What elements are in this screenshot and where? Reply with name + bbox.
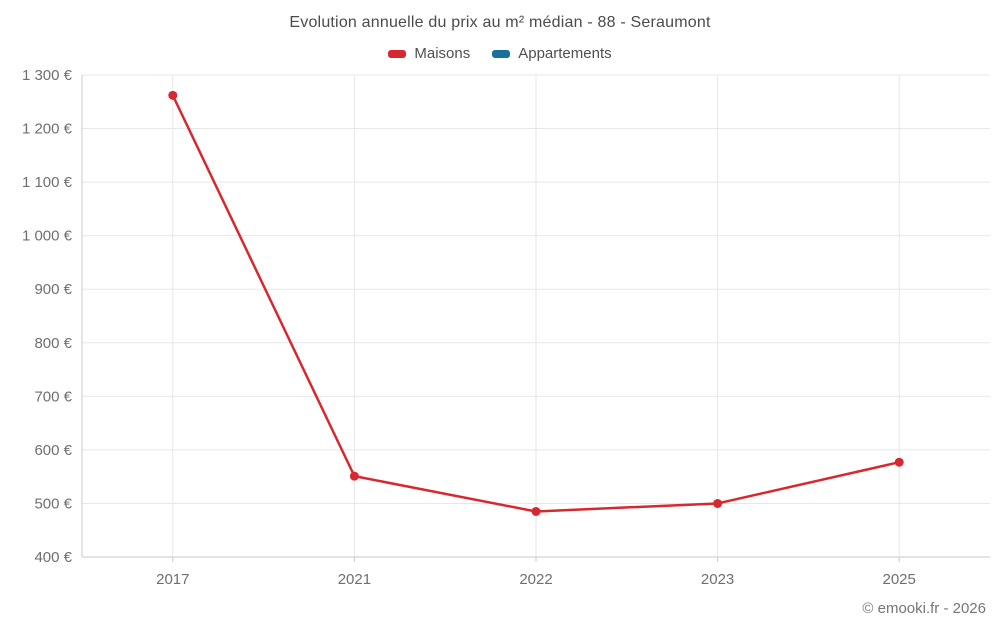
y-axis-tick-label: 1 000 € — [22, 228, 73, 245]
data-point[interactable] — [894, 457, 904, 467]
y-axis-tick-label: 900 € — [34, 281, 72, 298]
y-axis-tick-label: 1 200 € — [22, 121, 73, 138]
y-axis-tick-label: 600 € — [34, 442, 72, 459]
y-axis-tick-label: 700 € — [34, 388, 72, 405]
legend-item-appartements[interactable]: Appartements — [492, 45, 612, 62]
y-axis-tick-label: 400 € — [34, 549, 72, 566]
data-point[interactable] — [168, 90, 178, 100]
legend-label-maisons: Maisons — [414, 45, 471, 62]
appartements-swatch-icon — [492, 49, 511, 58]
y-axis-tick-label: 1 300 € — [22, 67, 73, 84]
maisons-swatch-icon — [388, 49, 407, 58]
legend-label-appartements: Appartements — [518, 45, 612, 62]
legend-item-maisons[interactable]: Maisons — [388, 45, 470, 62]
chart-title: Evolution annuelle du prix au m² médian … — [289, 14, 711, 31]
chart-footer: © emooki.fr - 2026 — [862, 600, 986, 617]
y-axis-tick-label: 800 € — [34, 335, 72, 352]
x-axis-tick-label: 2022 — [519, 571, 552, 588]
chart-legend: Maisons Appartements — [0, 45, 1000, 62]
data-point[interactable] — [531, 506, 541, 516]
x-axis-tick-label: 2025 — [883, 571, 916, 588]
y-axis-tick-label: 500 € — [34, 495, 72, 512]
data-point[interactable] — [349, 471, 359, 481]
y-axis-tick-label: 1 100 € — [22, 174, 73, 191]
x-axis-tick-label: 2023 — [701, 571, 734, 588]
x-axis-tick-label: 2021 — [338, 571, 371, 588]
x-axis-tick-label: 2017 — [156, 571, 189, 588]
data-point[interactable] — [713, 498, 723, 508]
